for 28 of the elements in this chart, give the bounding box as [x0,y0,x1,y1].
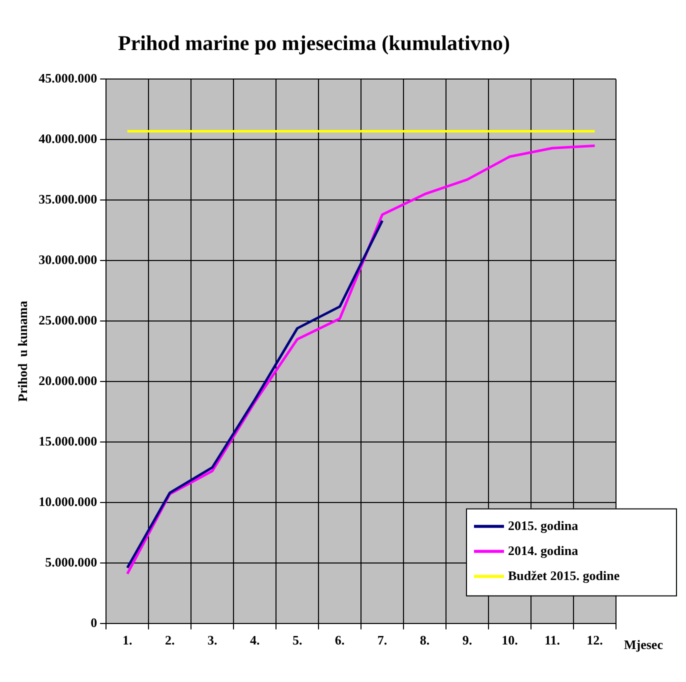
y-tick-label: 35.000.000 [38,191,98,206]
y-tick-label: 25.000.000 [38,312,98,328]
y-axis-title: Prihod u kunama [15,300,30,402]
x-tick-label: 7. [377,632,388,648]
x-tick-label: 8. [420,632,430,648]
y-tick-label: 5.000.000 [45,554,98,570]
x-tick-label: 5. [292,632,302,648]
legend-label: Budžet 2015. godine [508,568,620,583]
y-tick-label: 10.000.000 [38,494,98,509]
x-tick-label: 4. [250,632,260,648]
x-tick-label: 6. [334,632,345,648]
x-axis-title: Mjesec [624,636,664,652]
y-tick-label: 45.000.000 [38,70,98,86]
x-tick-label: 3. [207,632,218,648]
x-tick-label: 11. [544,632,560,648]
x-tick-label: 12. [586,632,603,648]
legend-label: 2015. godina [508,518,579,533]
y-tick-label: 20.000.000 [38,372,98,388]
x-tick-label: 9. [462,632,472,648]
y-tick-label: 40.000.000 [38,131,98,146]
x-tick-label: 2. [164,632,175,648]
y-tick-label: 30.000.000 [38,252,98,267]
x-tick-label: 1. [122,632,132,648]
y-tick-label: 0 [90,614,98,630]
legend-label: 2014. godina [508,542,579,558]
y-tick-label: 15.000.000 [38,433,98,448]
x-tick-label: 10. [502,632,518,648]
chart-title: Prihod marine po mjesecima (kumulativno) [118,31,510,56]
